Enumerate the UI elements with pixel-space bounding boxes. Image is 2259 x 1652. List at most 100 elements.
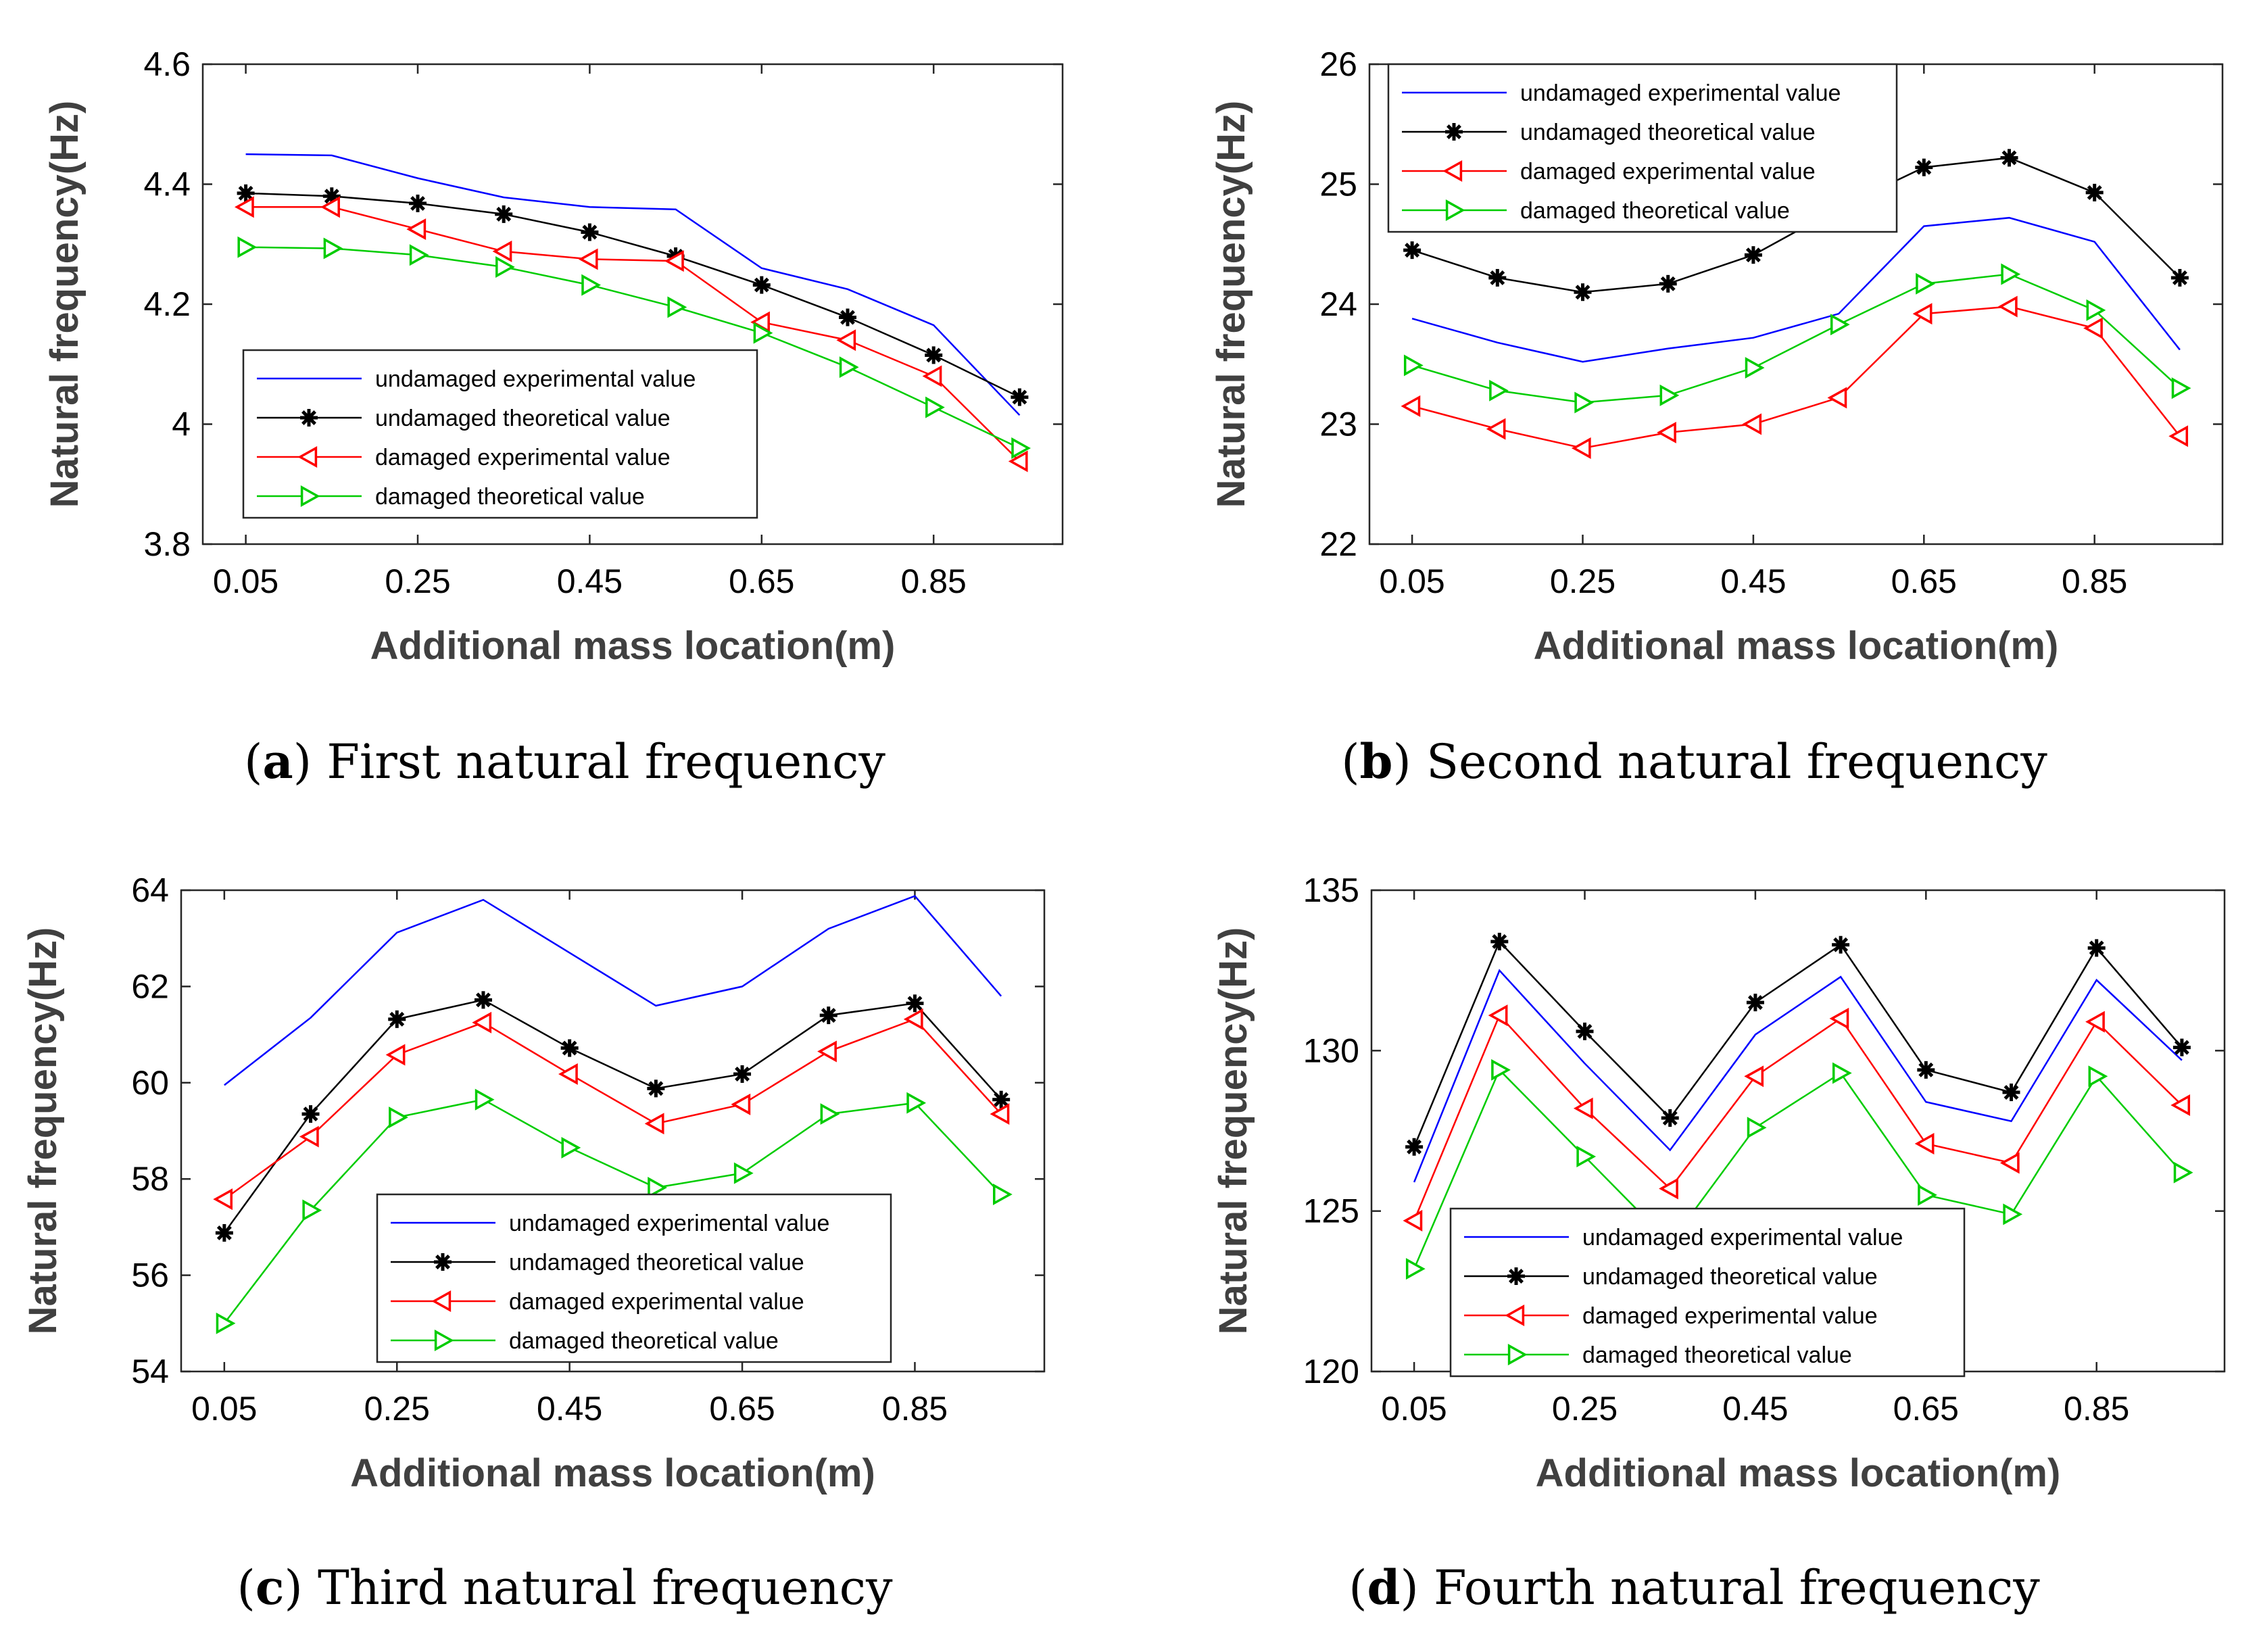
marker-triangle-left [1008, 450, 1028, 472]
marker-triangle-right [323, 237, 343, 260]
marker-triangle-left [299, 1125, 319, 1148]
marker-star [906, 994, 924, 1013]
marker-triangle-right [1011, 437, 1031, 459]
marker-star [2000, 149, 2018, 167]
legend-item: undamaged experimental value [257, 366, 696, 392]
marker-triangle-left [297, 446, 318, 468]
marker-triangle-right [1659, 384, 1680, 406]
marker-star [474, 991, 492, 1009]
marker-star [495, 205, 513, 223]
marker-triangle-right [561, 1136, 581, 1159]
marker-triangle-right [495, 256, 515, 278]
y-axis-title: Natural frequency(Hz) [1211, 927, 1255, 1335]
marker-triangle-left [1999, 1152, 2020, 1174]
caption-b: (b) Second natural frequency [1341, 733, 2047, 789]
marker-star [1576, 1022, 1594, 1040]
y-tick-label: 62 [131, 967, 169, 1005]
marker-triangle-right [906, 1092, 927, 1114]
legend-item: damaged experimental value [1402, 159, 1816, 185]
marker-triangle-right [1576, 1145, 1597, 1167]
x-tick-label: 0.45 [557, 562, 623, 600]
x-tick-label: 0.05 [1381, 1390, 1447, 1428]
chart-a: 3.8 4 4.2 4.4 4.6 0.05 0.25 0.45 0.65 0.85Additio… [43, 45, 1064, 668]
marker-triangle-right [1491, 1059, 1511, 1081]
marker-star [237, 184, 255, 202]
y-tick-label: 25 [1319, 166, 1357, 203]
y-tick-label: 4.2 [143, 285, 191, 323]
legend: undamaged experimental value undamaged th… [376, 1193, 892, 1363]
marker-star [1917, 1061, 1935, 1079]
marker-triangle-left [406, 218, 427, 241]
series-damaged-experimental [1403, 1004, 2191, 1232]
legend-label: damaged theoretical value [1582, 1342, 1852, 1368]
marker-triangle-left [431, 1290, 452, 1312]
marker-triangle-right [434, 1330, 454, 1351]
marker-triangle-left [578, 248, 598, 270]
marker-triangle-right [1507, 1344, 1528, 1365]
marker-star [581, 223, 599, 241]
marker-triangle-left [385, 1044, 406, 1066]
marker-star [1403, 241, 1422, 260]
series-line [1413, 969, 2183, 1183]
marker-triangle-left [492, 240, 512, 262]
legend-item: undamaged theoretical value [257, 406, 671, 431]
marker-triangle-left [1659, 1177, 1678, 1200]
marker-triangle-left [1742, 413, 1762, 435]
chart-panel-b: 22 23 24 25 26 0.05 0.25 0.45 0.65 0.85 Additional… [1130, 0, 2259, 826]
marker-triangle-left [1571, 437, 1591, 459]
series-line [1413, 1013, 2183, 1221]
series-undamaged-experimental [1411, 216, 2181, 363]
marker-star [819, 1006, 837, 1025]
caption-c: (c) Third natural frequency [237, 1559, 893, 1615]
marker-triangle-right [2001, 263, 2021, 285]
marker-triangle-left [1486, 418, 1506, 440]
caption-d: (d) Fourth natural frequency [1349, 1559, 2040, 1615]
marker-star [2170, 268, 2189, 287]
marker-triangle-left [1829, 1007, 1849, 1029]
marker-star [1659, 274, 1677, 293]
series-damaged-experimental [234, 196, 1028, 472]
chart-c: 54 56 58 60 62 64 0.05 0.25 0.45 0.65 0.85Addition… [21, 871, 1046, 1495]
series-line [223, 1098, 1002, 1324]
x-tick-label: 0.85 [2062, 562, 2127, 600]
marker-triangle-right [733, 1162, 754, 1184]
legend-label: damaged theoretical value [509, 1328, 779, 1354]
series-undamaged-experimental [245, 153, 1021, 416]
series-damaged-theoretical [1405, 1059, 2193, 1280]
legend: undamaged experimental value undamaged th… [1387, 63, 1898, 233]
marker-triangle-left [320, 196, 340, 218]
marker-star [1405, 1138, 1424, 1156]
marker-star [2172, 1038, 2191, 1056]
x-tick-label: 0.05 [213, 562, 278, 600]
series-damaged-theoretical [237, 236, 1031, 459]
series-undamaged-experimental [1413, 969, 2183, 1183]
marker-triangle-left [731, 1093, 751, 1115]
series-line [1411, 216, 2181, 363]
series-line [1411, 273, 2181, 404]
marker-triangle-right [389, 1107, 408, 1129]
marker-triangle-left [1488, 1004, 1508, 1027]
marker-triangle-left [990, 1103, 1010, 1125]
marker-triangle-right [1403, 354, 1424, 376]
marker-triangle-left [664, 250, 684, 272]
marker-triangle-left [1997, 295, 2018, 318]
marker-star [215, 1223, 233, 1242]
legend: undamaged experimental value undamaged th… [1449, 1207, 1966, 1378]
series-undamaged-experimental [224, 895, 1002, 1086]
y-tick-label: 130 [1303, 1031, 1359, 1069]
y-tick-label: 3.8 [143, 525, 191, 563]
marker-triangle-left [213, 1188, 233, 1211]
marker-star [388, 1010, 406, 1028]
y-tick-label: 120 [1303, 1353, 1359, 1390]
marker-triangle-left [2170, 1094, 2191, 1117]
marker-triangle-right [300, 485, 320, 507]
caption-letter: a [262, 733, 293, 789]
caption-text: Fourth natural frequency [1418, 1560, 2040, 1615]
y-tick-label: 64 [131, 871, 169, 909]
series-line [1413, 1068, 2183, 1269]
chart-panel-d: 120 125 130 135 0.05 0.25 0.45 0.65 0.85 Addition… [1130, 826, 2259, 1652]
legend-label: damaged theoretical value [375, 484, 645, 510]
marker-star [1915, 158, 1933, 176]
marker-triangle-left [922, 365, 942, 387]
series-line [245, 246, 1020, 450]
